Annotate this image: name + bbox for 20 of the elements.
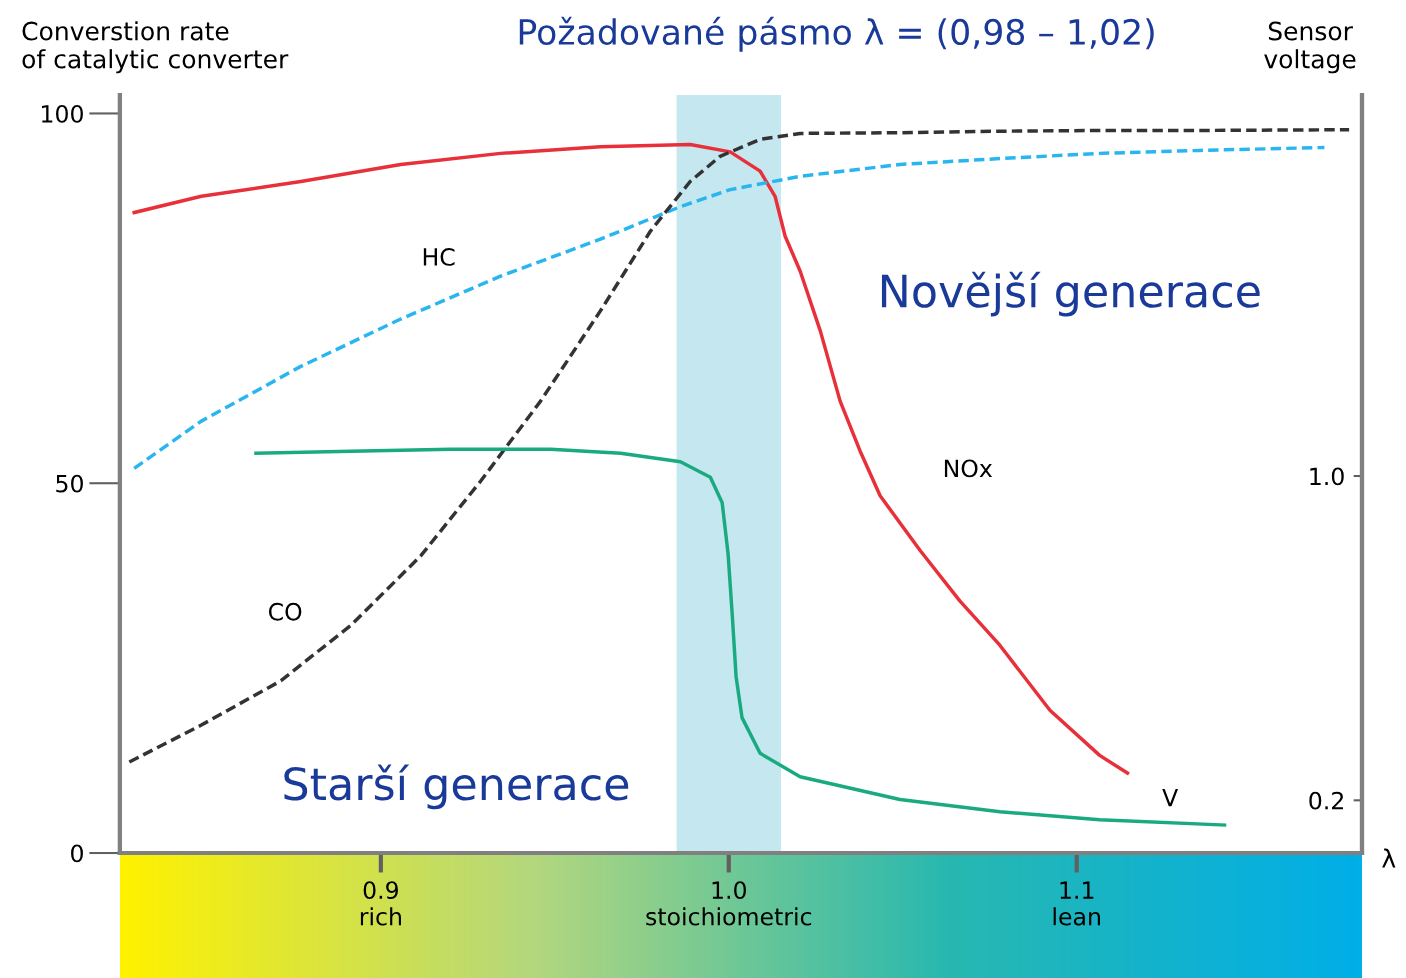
chart-title: Požadované pásmo λ = (0,98 – 1,02): [519, 16, 1154, 52]
annotation: Starší generace: [284, 764, 629, 810]
y2-tick-label: 1.0: [1310, 467, 1344, 486]
annotation: Novější generace: [881, 271, 1260, 317]
y-tick-label: 100: [42, 104, 83, 123]
text: NOx: [944, 459, 993, 478]
x-tick-label: 1.1 lean: [1053, 881, 1100, 926]
line-series: [127, 127, 1351, 764]
x-tick-label: 1.0 stoichiometric: [646, 881, 812, 926]
x-tick-label: 0.9 rich: [360, 881, 401, 926]
y-tick-label: 50: [56, 474, 83, 493]
series-label: V: [1162, 789, 1179, 807]
y2-axis-title: Sensor voltage: [1264, 21, 1356, 74]
x-axis-title: λ: [1382, 848, 1396, 868]
y2-tick-label: 0.2: [1309, 791, 1343, 810]
series-label: HC: [423, 248, 455, 266]
y-axis-title: Converstion rate of catalytic converter: [22, 21, 289, 74]
series-label: CO: [268, 602, 302, 621]
y-tick-label: 0: [71, 844, 83, 863]
line-series: [254, 447, 1227, 827]
